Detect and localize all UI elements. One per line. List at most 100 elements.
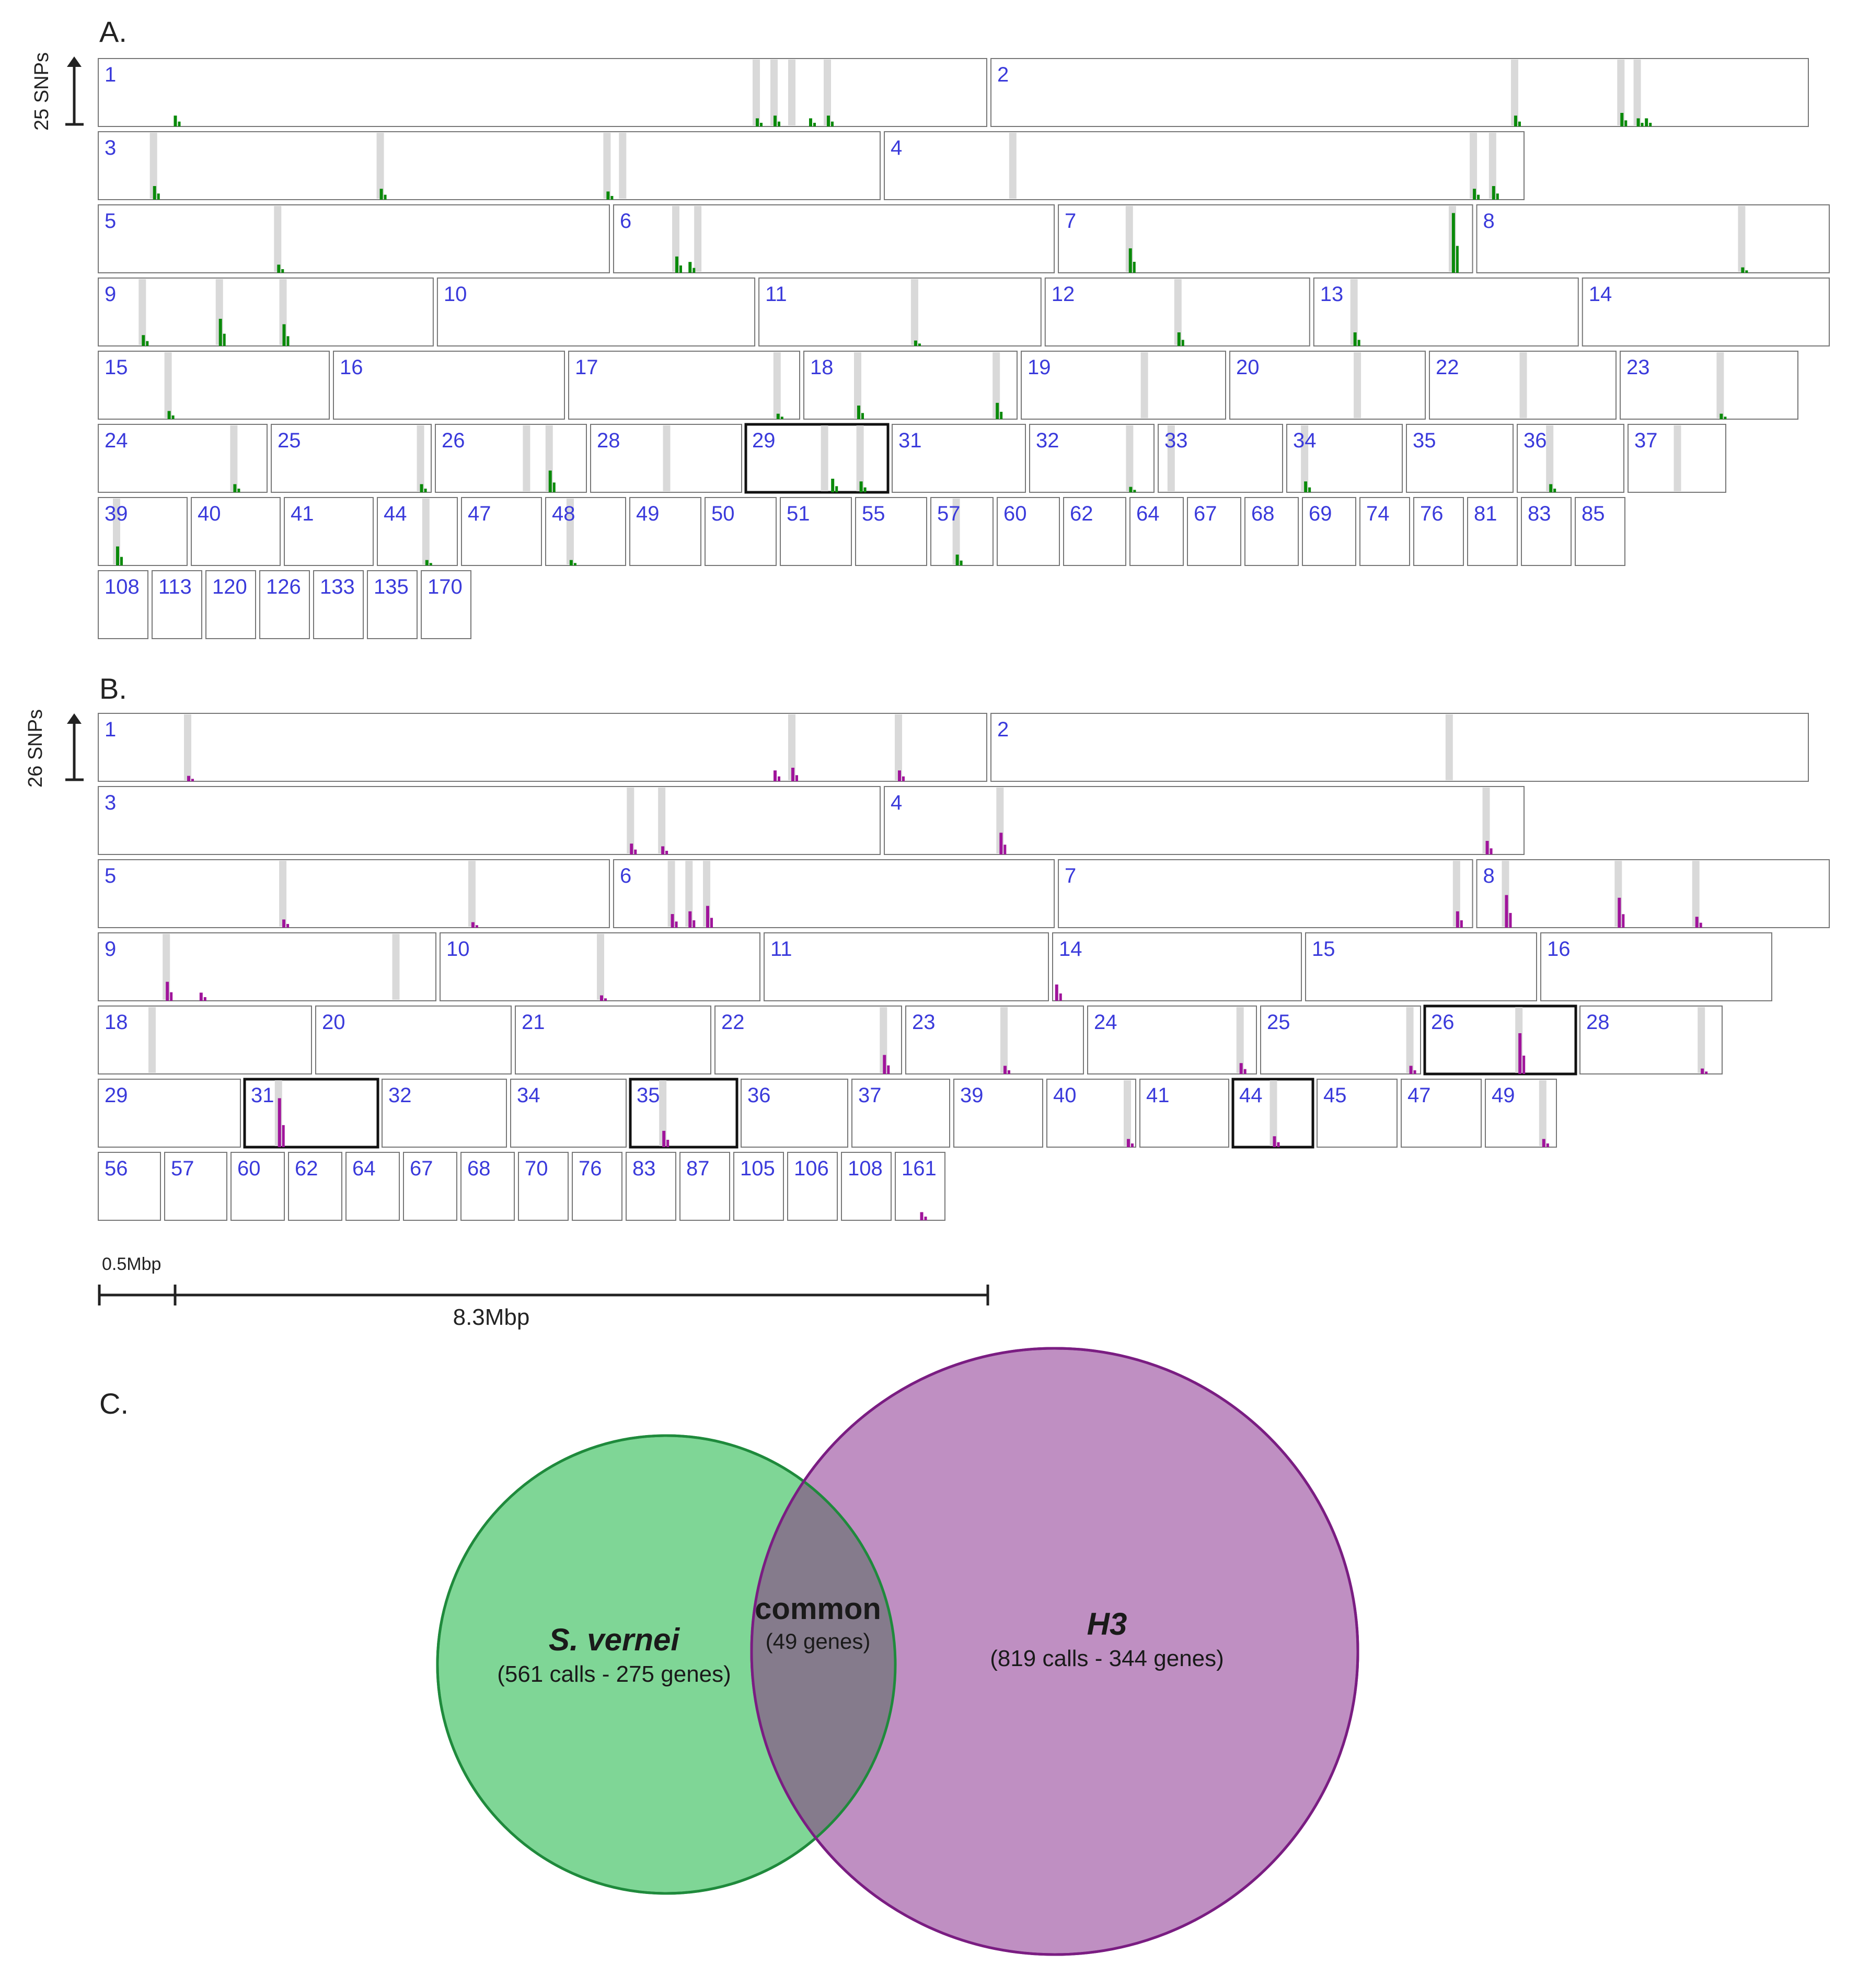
scaffold-14: 14 xyxy=(1052,932,1302,1001)
scaffold-label: 48 xyxy=(552,502,575,525)
scaffold-45: 45 xyxy=(1317,1079,1398,1148)
highlight-region xyxy=(1009,133,1017,199)
highlight-region xyxy=(1617,60,1625,125)
highlight-region xyxy=(1445,714,1453,780)
scaffold-label: 28 xyxy=(1586,1011,1610,1034)
scaffold-41: 41 xyxy=(284,497,374,566)
scaffold-box xyxy=(744,423,890,494)
snp-bar xyxy=(282,919,286,928)
scaffold-23: 23 xyxy=(905,1005,1084,1074)
snp-bar xyxy=(1003,845,1007,854)
scaffold-box xyxy=(884,131,1525,200)
y-scale-label-a: 25 SNPs xyxy=(31,52,53,131)
scaffold-label: 8 xyxy=(1483,864,1495,887)
highlight-region xyxy=(1519,352,1527,418)
scaffold-label: 133 xyxy=(320,575,355,598)
snp-bar xyxy=(286,336,290,346)
scaffold-69: 69 xyxy=(1302,497,1356,566)
venn-set-svernei-outline xyxy=(436,1434,897,1895)
snp-bar xyxy=(120,557,123,565)
scaffold-box xyxy=(572,1152,622,1221)
scaffold-box xyxy=(1540,932,1772,1001)
scaffold-label: 44 xyxy=(1239,1084,1263,1107)
scaffold-label: 36 xyxy=(747,1084,771,1107)
scaffold-37: 37 xyxy=(1628,424,1726,493)
scaffold-box xyxy=(98,859,610,928)
scaffold-label: 70 xyxy=(525,1157,548,1180)
snp-bar xyxy=(1542,1139,1545,1147)
scaffold-label: 29 xyxy=(752,429,776,452)
scaffold-label: 126 xyxy=(266,575,301,598)
scaffold-label: 64 xyxy=(352,1157,376,1180)
highlight-region xyxy=(788,714,795,780)
highlight-region xyxy=(417,425,424,491)
scaffold-70: 70 xyxy=(518,1152,569,1221)
highlight-region xyxy=(164,352,172,418)
scaffold-44: 44 xyxy=(377,497,458,566)
snp-bar xyxy=(171,415,175,419)
highlight-region xyxy=(1124,1080,1131,1146)
snp-bar xyxy=(1008,1070,1010,1074)
scaffold-box xyxy=(1305,932,1537,1001)
scaffold-box xyxy=(714,1005,902,1074)
scaffold-box xyxy=(313,570,364,639)
scaffold-label: 67 xyxy=(410,1157,433,1180)
scaffold-105: 105 xyxy=(733,1152,784,1221)
scaffold-label: 47 xyxy=(468,502,491,525)
highlight-region xyxy=(1510,60,1518,125)
scaffold-5: 5 xyxy=(98,204,610,273)
y-scale-label-b: 26 SNPs xyxy=(25,709,47,788)
snp-bar xyxy=(1724,417,1727,419)
venn-h3-detail: (819 calls - 344 genes) xyxy=(990,1646,1224,1671)
snp-bar xyxy=(1518,1033,1522,1074)
scaffold-box xyxy=(705,497,777,566)
scaffold-label: 49 xyxy=(1492,1084,1515,1107)
snp-bar xyxy=(791,768,794,781)
snp-bar xyxy=(774,770,777,781)
snp-bar xyxy=(679,265,682,273)
snp-bar xyxy=(675,256,678,273)
scaffold-47: 47 xyxy=(1401,1079,1482,1148)
highlight-region xyxy=(1482,788,1490,853)
scaffold-60: 60 xyxy=(997,497,1060,566)
snp-bar xyxy=(1133,490,1136,492)
snp-bar xyxy=(1003,1066,1007,1074)
scaffold-box xyxy=(284,497,374,566)
scaffold-box xyxy=(930,497,994,566)
scaffold-28: 28 xyxy=(590,424,742,493)
snp-bar xyxy=(630,843,633,854)
panel-label-a: A. xyxy=(99,15,127,48)
scaffold-box xyxy=(1302,497,1356,566)
scaffold-32: 32 xyxy=(382,1079,507,1148)
scaffold-label: 34 xyxy=(517,1084,540,1107)
scaffold-49: 49 xyxy=(1485,1079,1557,1148)
highlight-region xyxy=(1126,425,1134,491)
scaffold-108: 108 xyxy=(98,570,148,639)
snp-bar xyxy=(1243,1069,1247,1074)
scaffold-label: 14 xyxy=(1059,938,1082,961)
scaffold-box xyxy=(98,1079,241,1148)
scaffold-label: 60 xyxy=(1003,502,1027,525)
scaffold-67: 67 xyxy=(403,1152,457,1221)
snp-bar xyxy=(1645,118,1648,126)
scaffold-label: 87 xyxy=(686,1157,710,1180)
scaffold-box xyxy=(98,424,268,493)
scale-large-label: 8.3Mbp xyxy=(453,1304,530,1330)
snp-bar xyxy=(1553,488,1556,492)
scaffold-label: 5 xyxy=(105,210,116,233)
snp-bar xyxy=(778,776,780,781)
scaffold-box xyxy=(510,1079,627,1148)
scaffold-label: 25 xyxy=(278,429,301,452)
scaffold-label: 33 xyxy=(1164,429,1188,452)
scaffold-label: 1 xyxy=(105,718,116,741)
scaffold-label: 26 xyxy=(1431,1011,1455,1034)
snp-bar xyxy=(1129,487,1133,492)
scaffold-label: 2 xyxy=(997,718,1009,741)
scaffold-170: 170 xyxy=(421,570,471,639)
scaffold-22: 22 xyxy=(714,1005,902,1074)
snp-bar xyxy=(1131,1143,1134,1147)
highlight-region xyxy=(274,206,282,272)
scaffold-5: 5 xyxy=(98,859,610,928)
scaffold-15: 15 xyxy=(1305,932,1537,1001)
scaffold-9: 9 xyxy=(98,932,436,1001)
